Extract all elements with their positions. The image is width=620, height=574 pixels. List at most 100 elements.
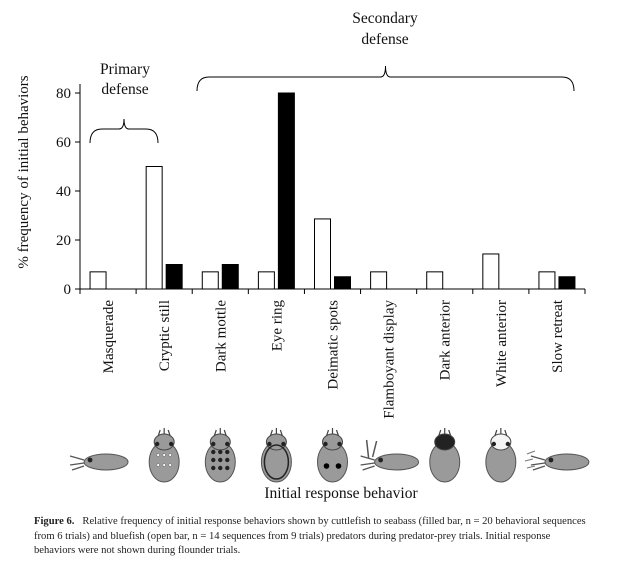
x-tick-label: Eye ring xyxy=(269,300,285,352)
eye xyxy=(323,441,328,447)
x-axis xyxy=(79,288,586,294)
bracket xyxy=(196,65,575,92)
open-bar-7 xyxy=(426,271,444,290)
eye xyxy=(225,441,230,447)
filled-bar-9 xyxy=(558,276,576,290)
caption-label: Figure 6. xyxy=(34,516,75,527)
eye xyxy=(267,441,272,447)
filled-bar-2 xyxy=(165,264,183,290)
mottle-spot xyxy=(168,453,172,457)
eye xyxy=(505,441,511,447)
y-axis: 0 20 40 60 80 xyxy=(56,84,81,298)
motion-lines xyxy=(524,450,536,469)
y-tick-label: 0 xyxy=(64,282,72,298)
eye-ring-cuttlefish-icon xyxy=(260,428,292,483)
defense-brackets: Primary defense Secondary defense xyxy=(89,10,575,144)
side-eye xyxy=(548,457,554,463)
dark-mottle-spot xyxy=(211,465,216,471)
x-axis-title: Initial response behavior xyxy=(264,485,418,502)
caption-text: Relative frequency of initial response b… xyxy=(34,516,586,557)
side-eye xyxy=(87,457,93,463)
open-bar-9 xyxy=(538,271,556,290)
side-arms xyxy=(69,455,85,471)
arms xyxy=(269,428,283,437)
eye xyxy=(491,441,497,447)
dark-mottle-spot xyxy=(225,457,230,463)
white-anterior-cuttlefish-icon xyxy=(485,428,517,483)
dark-mottle-cuttlefish-icon xyxy=(204,428,236,483)
x-tick-labels: Masquerade Cryptic still Dark mottle Eye ri… xyxy=(101,299,566,419)
group-label-line2: defense xyxy=(101,81,148,98)
raised-arms xyxy=(365,439,378,459)
slow-retreat-cuttlefish-icon xyxy=(524,450,590,471)
open-bar-6 xyxy=(370,271,388,290)
arms xyxy=(157,428,171,437)
behavior-illustrations xyxy=(69,428,590,483)
x-tick-label: Cryptic still xyxy=(157,300,173,371)
filled-bar-5 xyxy=(334,276,351,290)
y-tick-label: 40 xyxy=(56,184,71,200)
dark-mottle-spot xyxy=(218,465,223,471)
x-tick-label: White anterior xyxy=(494,300,510,387)
arms xyxy=(494,428,508,437)
group-label-line2: defense xyxy=(361,31,408,48)
eye xyxy=(435,441,440,447)
side-body xyxy=(544,453,590,471)
eye xyxy=(337,441,342,447)
mottle-spot xyxy=(156,463,160,467)
x-tick-label: Slow retreat xyxy=(550,299,566,373)
dark-anterior-cuttlefish-icon xyxy=(429,428,461,483)
mottle-spot xyxy=(162,463,166,467)
side-arms xyxy=(360,455,375,471)
y-tick-label: 80 xyxy=(56,86,71,102)
side-eye xyxy=(378,457,384,463)
dark-mottle-spot xyxy=(225,449,230,455)
side-body xyxy=(83,453,129,471)
open-bar-8 xyxy=(482,253,500,290)
masquerade-cuttlefish-icon xyxy=(69,453,129,471)
arms xyxy=(213,428,227,437)
flamboyant-display-cuttlefish-icon xyxy=(360,439,420,471)
open-bar-2 xyxy=(145,166,163,290)
figure-caption: Figure 6. Relative frequency of initial … xyxy=(34,515,594,559)
open-bar-3 xyxy=(201,271,219,290)
dark-mottle-spot xyxy=(218,449,223,455)
x-tick-label: Dark anterior xyxy=(438,300,454,380)
cryptic-still-cuttlefish-icon xyxy=(148,428,180,483)
mottle-spot xyxy=(156,453,160,457)
dark-mottle-spot xyxy=(225,465,230,471)
bars xyxy=(89,92,576,290)
filled-bar-4 xyxy=(277,92,295,290)
bracket xyxy=(89,118,159,144)
eye xyxy=(211,441,216,447)
deimatic-spot xyxy=(323,463,330,469)
group-label-line1: Primary xyxy=(100,61,150,78)
deimatic-spots-cuttlefish-icon xyxy=(317,428,348,483)
mottle-spot xyxy=(162,453,166,457)
eye xyxy=(168,441,174,447)
open-bar-5 xyxy=(314,218,331,290)
deimatic-spot xyxy=(335,463,342,469)
x-tick-label: Dark mottle xyxy=(213,300,229,372)
x-tick-label: Masquerade xyxy=(101,300,117,374)
side-arms xyxy=(530,455,546,471)
dark-mottle-spot xyxy=(211,457,216,463)
group-label-line1: Secondary xyxy=(352,10,418,27)
filled-bar-3 xyxy=(221,264,239,290)
mottle-spot xyxy=(168,463,172,467)
open-bar-1 xyxy=(89,271,107,290)
eye-ring xyxy=(263,444,290,480)
eye xyxy=(154,441,160,447)
eye xyxy=(449,441,454,447)
y-tick-label: 60 xyxy=(56,135,71,151)
dark-mottle-spot xyxy=(211,449,216,455)
arms xyxy=(438,428,452,437)
open-bar-4 xyxy=(257,271,275,290)
side-body xyxy=(374,453,420,471)
x-tick-label: Deimatic spots xyxy=(326,300,342,390)
eye xyxy=(281,441,286,447)
x-tick-label: Flamboyant display xyxy=(382,300,398,419)
dark-mottle-spot xyxy=(218,457,223,463)
arms xyxy=(325,428,340,437)
